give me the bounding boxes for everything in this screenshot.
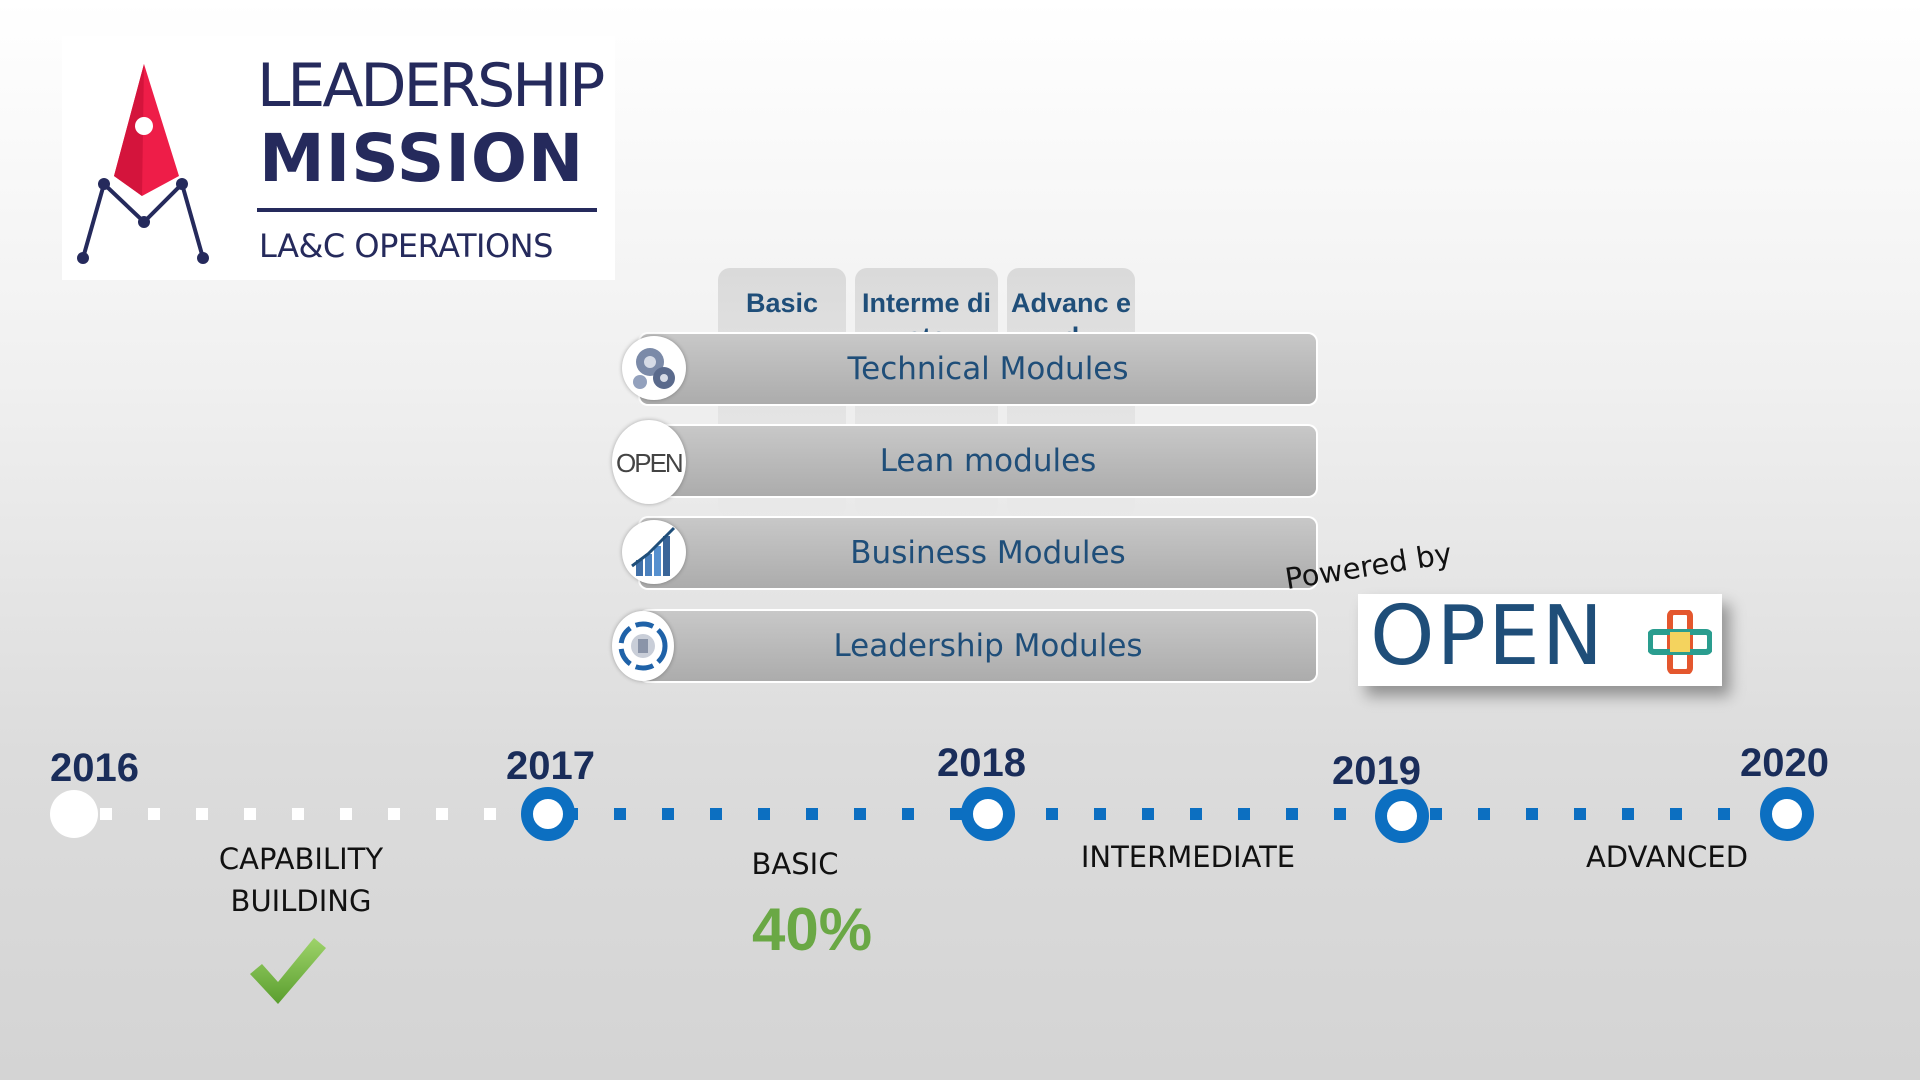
year-2016: 2016 — [50, 746, 139, 790]
logo-title-leadership: LEADERSHIP — [257, 51, 605, 121]
timeline-node-2016 — [50, 790, 98, 838]
module-business: Business Modules — [640, 518, 1316, 588]
rocket-m-icon — [77, 64, 209, 264]
timeline-node-2019 — [1375, 789, 1429, 843]
module-label-business: Business Modules — [850, 535, 1126, 571]
module-technical: Technical Modules — [640, 334, 1316, 404]
module-label-lean: Lean modules — [879, 443, 1097, 479]
year-2019: 2019 — [1332, 749, 1421, 793]
year-2018: 2018 — [937, 741, 1026, 785]
module-lean: Lean modules — [640, 426, 1316, 496]
logo-subtitle: LA&C OPERATIONS — [259, 227, 553, 265]
timeline-node-2020 — [1760, 787, 1814, 841]
year-2020: 2020 — [1740, 741, 1829, 785]
open-brand-text: OPEN — [1370, 589, 1606, 684]
gears-icon — [622, 336, 686, 400]
colorful-plus-icon — [1648, 610, 1712, 674]
stage-basic: BASIC — [751, 847, 839, 881]
module-label-technical: Technical Modules — [847, 351, 1129, 387]
open-brand-logo: OPEN — [1358, 594, 1722, 686]
stage-intermediate: INTERMEDIATE — [1080, 840, 1296, 874]
year-2017: 2017 — [506, 744, 595, 788]
open-logo-icon: OPEN — [612, 420, 686, 504]
stage-advanced: ADVANCED — [1585, 840, 1749, 874]
leadership-mission-logo: LEADERSHIP MISSION LA&C OPERATIONS — [62, 36, 615, 280]
timeline-node-2017 — [521, 787, 575, 841]
timeline-node-2018 — [961, 787, 1015, 841]
leadership-badge-icon — [612, 611, 674, 681]
check-icon — [250, 938, 326, 1004]
level-label-basic: Basic — [745, 288, 819, 318]
logo-divider — [257, 208, 597, 212]
module-leadership: Leadership Modules — [640, 611, 1316, 681]
open-small-text: OPEN — [616, 448, 684, 478]
stage-capability-building: CAPABILITY BUILDING — [218, 842, 384, 918]
basic-progress-percent: 40% — [752, 896, 873, 963]
growth-chart-icon — [622, 520, 686, 584]
module-label-leadership: Leadership Modules — [833, 628, 1143, 664]
logo-title-mission: MISSION — [259, 120, 585, 197]
